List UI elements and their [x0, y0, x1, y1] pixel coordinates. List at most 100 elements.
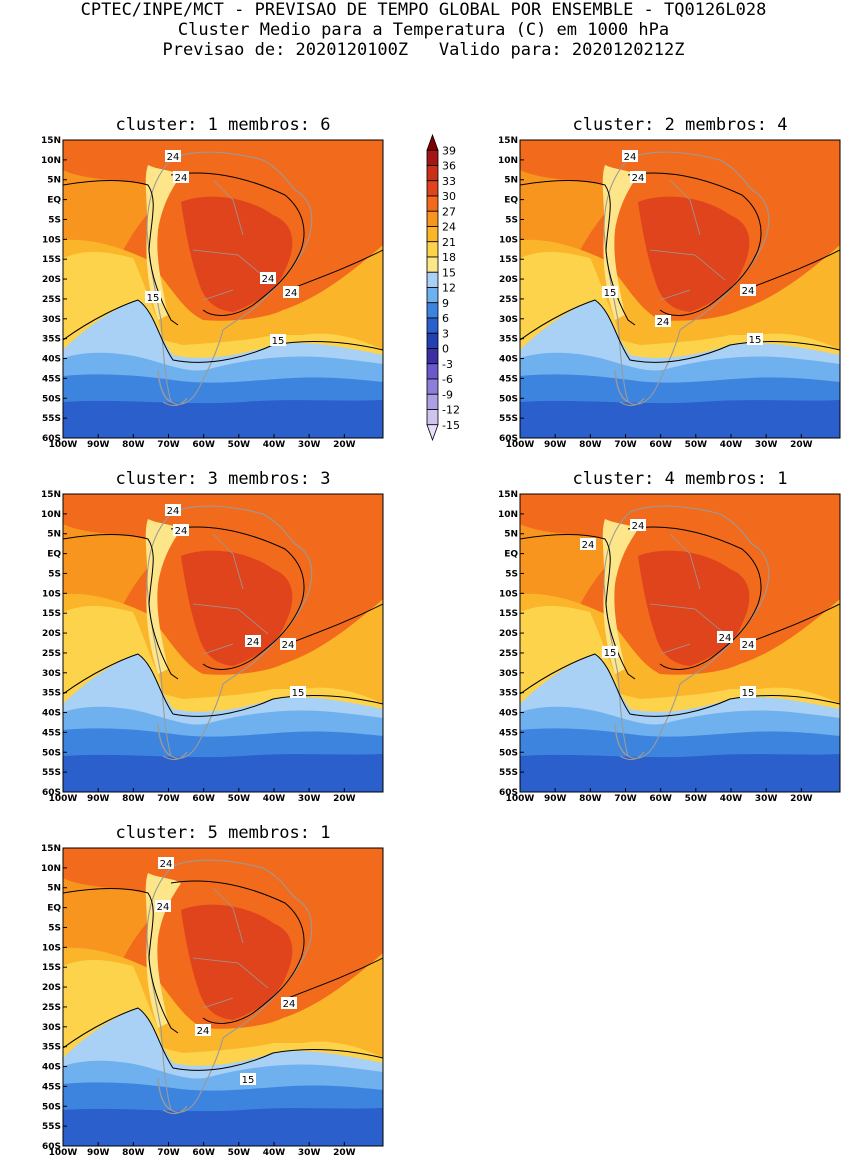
lat-tick-label: 30S: [42, 315, 61, 325]
lat-tick-label: 50S: [499, 394, 518, 404]
colorbar-segment: [426, 409, 439, 426]
lat-tick-label: 50S: [499, 748, 518, 758]
lat-tick-label: 45S: [42, 374, 61, 384]
lat-tick-label: 25S: [42, 649, 61, 659]
lat-tick-label: 10N: [41, 156, 61, 166]
colorbar-segment: [426, 241, 439, 258]
map-panel-cluster-2: cluster: 2 membros: 4 24 24 24 24 15 15 15N 10N 5…: [498, 115, 841, 450]
panel-title: cluster: 2 membros: 4: [573, 115, 788, 135]
svg-text:24: 24: [167, 152, 180, 163]
lat-tick-label: 20S: [42, 983, 61, 993]
svg-text:24: 24: [157, 902, 170, 913]
colorbar-segment: [426, 165, 439, 182]
temperature-map: 24 24 24 24 15 15: [520, 140, 840, 438]
contour-label: 24: [717, 631, 733, 644]
lat-tick-label: 45S: [499, 374, 518, 384]
contour-label: 24: [630, 519, 646, 532]
lat-tick-label: 5N: [504, 530, 518, 540]
lat-tick-label: 25S: [499, 649, 518, 659]
map-frame: [62, 139, 384, 439]
colorbar-segment: [426, 271, 439, 288]
lat-tick-label: 5S: [48, 923, 61, 933]
lat-tick-label: 45S: [499, 728, 518, 738]
lat-tick-label: 55S: [499, 768, 518, 778]
lat-tick-label: 5N: [47, 176, 61, 186]
lon-tick-label: 60W: [649, 440, 672, 450]
lon-tick-label: 100W: [506, 794, 535, 804]
lon-tick-label: 100W: [506, 440, 535, 450]
lat-tick-label: 5S: [48, 215, 61, 225]
lon-tick-label: 80W: [122, 794, 145, 804]
contour-label: 15: [602, 646, 618, 659]
colorbar-segment: [426, 133, 439, 151]
lat-tick-label: 35S: [42, 689, 61, 699]
colorbar-segment: [426, 348, 439, 365]
lat-tick-label: 55S: [42, 1122, 61, 1132]
svg-text:15: 15: [147, 293, 160, 304]
svg-text:24: 24: [167, 506, 180, 517]
lat-tick-label: 60S: [499, 788, 518, 798]
lon-tick-label: 50W: [228, 1148, 251, 1157]
lat-tick-label: 30S: [499, 669, 518, 679]
lat-tick-label: 20S: [42, 629, 61, 639]
shaded-field: [63, 494, 383, 792]
shaded-field: [520, 494, 840, 792]
contour-label: 24: [165, 150, 181, 163]
lat-tick-label: 45S: [42, 1082, 61, 1092]
lat-tick-label: 40S: [42, 709, 61, 719]
temperature-map: 24 24 24 24 15: [63, 848, 383, 1146]
contour-label: 15: [747, 333, 763, 346]
lat-tick-label: 30S: [499, 315, 518, 325]
svg-text:24: 24: [262, 274, 275, 285]
lat-tick-label: 60S: [42, 1142, 61, 1152]
contour-label: 24: [740, 638, 756, 651]
colorbar-segment: [426, 317, 439, 334]
contour-label: 24: [173, 171, 189, 184]
lon-tick-label: 80W: [579, 440, 602, 450]
lat-tick-label: 5N: [504, 176, 518, 186]
lon-tick-label: 50W: [228, 794, 251, 804]
lon-tick-label: 90W: [544, 440, 567, 450]
lat-tick-label: 60S: [499, 434, 518, 444]
lat-tick-label: 15N: [498, 490, 518, 500]
contour-label: 15: [290, 686, 306, 699]
shaded-field: [520, 140, 840, 438]
lon-tick-label: 90W: [87, 1148, 110, 1157]
lat-tick-label: 15N: [498, 136, 518, 146]
lon-tick-label: 90W: [544, 794, 567, 804]
svg-text:24: 24: [719, 633, 732, 644]
colorbar-segment: [426, 378, 439, 395]
lat-tick-label: 45S: [42, 728, 61, 738]
contour-label: 24: [580, 538, 596, 551]
temperature-map: 24 24 24 24 15 15: [63, 140, 383, 438]
colorbar-label: 12: [442, 282, 456, 295]
colorbar-label: 27: [442, 205, 456, 218]
lon-tick-label: 60W: [649, 794, 672, 804]
lon-tick-label: 30W: [298, 794, 321, 804]
lat-tick-label: 15S: [42, 255, 61, 265]
colorbar-segment: [426, 195, 439, 212]
lon-tick-label: 30W: [298, 1148, 321, 1157]
lon-tick-label: 50W: [228, 440, 251, 450]
colorbar-label: 18: [442, 251, 456, 264]
svg-text:24: 24: [160, 859, 173, 870]
colorbar-segment: [426, 210, 439, 227]
lat-tick-label: 35S: [42, 335, 61, 345]
svg-text:24: 24: [282, 640, 295, 651]
figure-header: CPTEC/INPE/MCT - PREVISAO DE TEMPO GLOBA…: [0, 0, 847, 60]
lat-tick-label: 20S: [499, 275, 518, 285]
map-panel-cluster-4: cluster: 4 membros: 1 24 24 24 24 15 15 15N 10N 5…: [498, 469, 841, 804]
colorbar-label: -3: [442, 358, 453, 371]
lat-tick-label: 5N: [47, 884, 61, 894]
colorbar-segment: [426, 256, 439, 273]
svg-text:24: 24: [285, 288, 298, 299]
temperature-map: 24 24 24 24 15: [63, 494, 383, 792]
colorbar-label: -6: [442, 373, 453, 386]
colorbar-label: 3: [442, 327, 449, 340]
lat-tick-label: 30S: [42, 1023, 61, 1033]
svg-text:24: 24: [197, 1026, 210, 1037]
header-subtitle: Cluster Medio para a Temperatura (C) em …: [177, 20, 670, 40]
map-frame: [62, 847, 384, 1147]
